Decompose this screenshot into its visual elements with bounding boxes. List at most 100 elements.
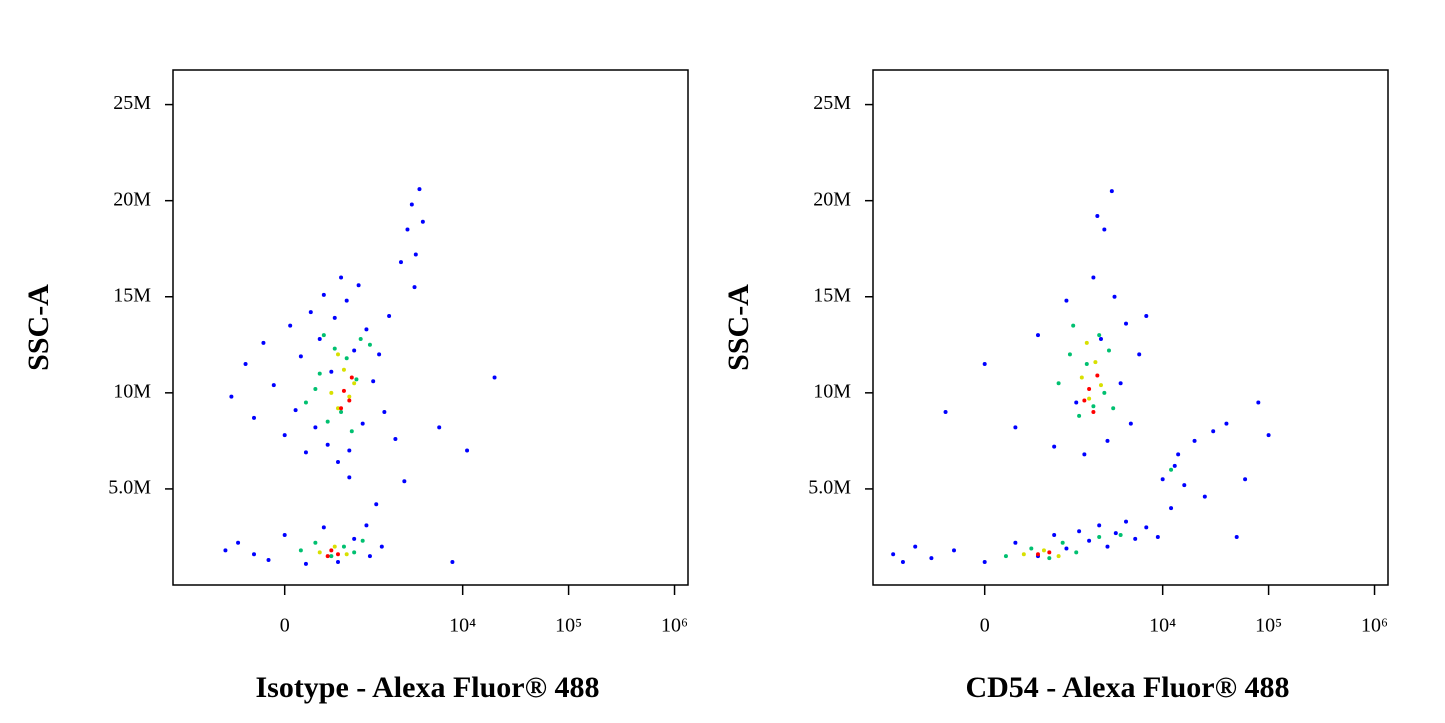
event-dot	[335, 559, 340, 564]
event-dot	[341, 367, 346, 372]
event-dot	[1087, 538, 1092, 543]
event-dot	[293, 408, 298, 413]
event-dot	[982, 362, 987, 367]
event-dot	[236, 540, 241, 545]
event-dot	[271, 383, 276, 388]
event-dot	[1118, 381, 1123, 386]
event-dot	[1169, 506, 1174, 511]
event-dot	[356, 283, 361, 288]
event-dot	[313, 425, 318, 430]
event-dot	[1124, 519, 1129, 524]
event-dot	[371, 379, 376, 384]
event-dot	[339, 406, 344, 411]
event-dot	[335, 552, 340, 557]
event-dot	[358, 337, 363, 342]
event-dot	[377, 352, 382, 357]
event-dot	[1109, 189, 1114, 194]
event-dot	[1102, 390, 1107, 395]
event-dot	[412, 285, 417, 290]
event-dot	[252, 552, 257, 557]
event-dot	[450, 559, 455, 564]
x-axis-title: Isotype - Alexa Fluor® 488	[255, 671, 599, 704]
event-dot	[1224, 421, 1229, 426]
event-dot	[321, 292, 326, 297]
event-dot	[1106, 348, 1111, 353]
event-dot	[1243, 477, 1248, 482]
event-dot	[1234, 534, 1239, 539]
event-dot	[313, 386, 318, 391]
event-dot	[1097, 333, 1102, 338]
x-tick-label: 0	[280, 615, 290, 637]
y-tick-label: 10M	[813, 380, 851, 402]
y-tick-label: 25M	[813, 92, 851, 114]
y-tick-label: 15M	[813, 284, 851, 306]
event-dot	[349, 375, 354, 380]
event-dot	[1169, 467, 1174, 472]
event-dot	[360, 538, 365, 543]
event-dot	[1256, 400, 1261, 405]
event-dot	[1113, 531, 1118, 536]
event-dot	[1192, 438, 1197, 443]
event-dot	[303, 400, 308, 405]
event-dot	[1035, 333, 1040, 338]
y-tick-label: 5.0M	[108, 477, 151, 499]
event-dot	[317, 337, 322, 342]
event-dot	[364, 327, 369, 332]
x-axis-title: CD54 - Alexa Fluor® 488	[965, 671, 1289, 704]
event-dot	[349, 429, 354, 434]
event-dot	[465, 448, 470, 453]
event-dot	[1029, 546, 1034, 551]
y-tick-label: 20M	[113, 188, 151, 210]
event-dot	[1098, 337, 1103, 342]
event-dot	[409, 202, 414, 207]
event-dot	[1095, 214, 1100, 219]
event-dot	[387, 313, 392, 318]
event-dot	[223, 548, 228, 553]
event-dot	[1202, 494, 1207, 499]
event-dot	[379, 544, 384, 549]
event-dot	[329, 390, 334, 395]
event-dot	[332, 315, 337, 320]
event-dot	[352, 550, 357, 555]
plot-frame	[172, 69, 689, 586]
event-dot	[352, 536, 357, 541]
event-dot	[347, 398, 352, 403]
plot: 5.0M 10M 15M 20M 25M 0 10⁴ 10⁵ 10⁶ SSC-A CD54 - Al…	[722, 69, 1389, 704]
event-dot	[1172, 463, 1177, 468]
event-dot	[1052, 444, 1057, 449]
event-dot	[329, 369, 334, 374]
event-dot	[1082, 398, 1087, 403]
event-dot	[1087, 396, 1092, 401]
event-dot	[952, 548, 957, 553]
event-dot	[367, 342, 372, 347]
y-axis-title: SSC-A	[722, 284, 755, 371]
event-dot	[347, 448, 352, 453]
event-dot	[1097, 523, 1102, 528]
event-dot	[1087, 386, 1092, 391]
event-dot	[1003, 554, 1008, 559]
event-dot	[1060, 540, 1065, 545]
event-dot	[261, 340, 266, 345]
event-dot	[364, 523, 369, 528]
event-dot	[325, 554, 330, 559]
event-dot	[339, 410, 344, 415]
event-dot	[413, 252, 418, 257]
event-dot	[398, 260, 403, 265]
event-dot	[405, 227, 410, 232]
event-dot	[1144, 525, 1149, 530]
y-tick-label: 25M	[113, 92, 151, 114]
event-dot	[335, 460, 340, 465]
event-dot	[329, 548, 334, 553]
event-dot	[382, 410, 387, 415]
event-dot	[1035, 552, 1040, 557]
event-dot	[929, 556, 934, 561]
y-tick-label: 15M	[113, 284, 151, 306]
event-dot	[1047, 550, 1052, 555]
event-dot	[243, 362, 248, 367]
event-dot	[1064, 298, 1069, 303]
event-dot	[393, 436, 398, 441]
event-dot	[1182, 483, 1187, 488]
event-dot	[360, 421, 365, 426]
event-dot	[321, 333, 326, 338]
